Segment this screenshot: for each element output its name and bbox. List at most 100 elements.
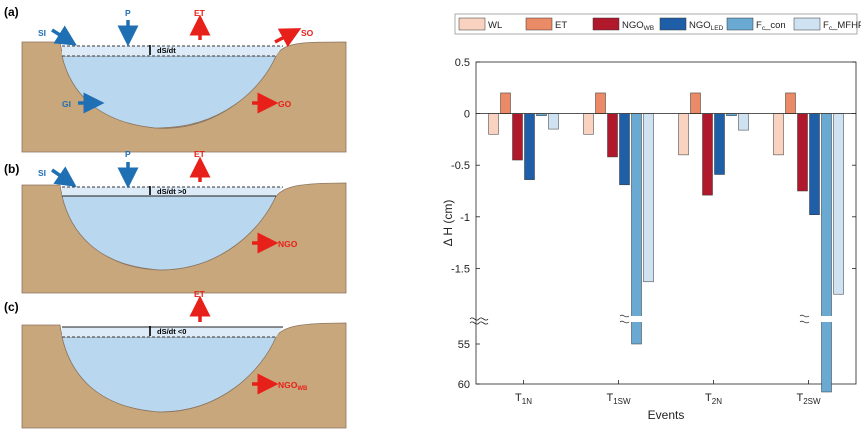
x-tick-label: T2N [705, 392, 722, 406]
bar [690, 92, 701, 114]
legend-swatch [458, 17, 486, 31]
bar [512, 113, 523, 161]
y-tick-label: 0 [464, 109, 470, 121]
y-tick-label: -1.5 [451, 263, 470, 275]
bar [619, 113, 630, 186]
panel-a-label: (a) [4, 5, 19, 19]
legend-swatch [793, 17, 821, 31]
x-axis: T1N T1SW T2N T2SW [515, 380, 821, 406]
bar [631, 113, 642, 345]
bar [797, 113, 808, 192]
legend-label-sub: LED [711, 25, 724, 32]
bar [785, 92, 796, 114]
x-axis-label: Events [648, 408, 685, 422]
wetland-diagrams: (a) dS/dt SI P ET SO GI GO (b) [4, 5, 347, 429]
panel-b-water [61, 195, 277, 271]
bar [714, 113, 725, 175]
bar [833, 113, 844, 295]
bar [595, 92, 606, 114]
bar [678, 113, 689, 156]
flux-label-et: ET [194, 8, 206, 18]
legend-label-sub: WB [644, 25, 654, 32]
flux-label-ngo-wb-main: NGO [278, 380, 298, 390]
legend-label-main: NGO [689, 20, 711, 31]
flux-label-ngo-wb-c: NGOWB [278, 380, 308, 392]
legend-label: WL [488, 20, 502, 31]
x-tick-label-main: T [705, 392, 712, 404]
flux-label-si-b: SI [38, 168, 46, 178]
legend-label-sub: c [762, 25, 766, 32]
panel-a-storage-label: dS/dt [157, 46, 176, 55]
panel-c: (c) dS/dt <0 ET NGOWB [4, 289, 347, 429]
plot-area [475, 61, 857, 385]
si-arrow-icon [51, 25, 77, 46]
legend-swatch [525, 17, 553, 31]
panel-b-storage-label: dS/dt >0 [157, 187, 186, 196]
legend-swatch [659, 17, 687, 31]
bar [500, 92, 511, 114]
panel-b-label: (b) [4, 162, 19, 176]
x-tick-label-main: T [606, 392, 613, 404]
bar [738, 113, 749, 131]
bars-group [477, 92, 855, 393]
panel-c-top-water [62, 327, 283, 337]
legend-swatch [592, 17, 620, 31]
legend-label: NGOWB [622, 20, 654, 32]
legend-label-main: NGO [622, 20, 644, 31]
x-tick-label-sub: 2SW [803, 397, 821, 406]
legend-label: NGOLED [689, 20, 724, 32]
bar [702, 113, 713, 196]
legend-label-suffix: _con [764, 20, 786, 31]
bar-break-marks [619, 314, 810, 324]
x-tick-label: T2SW [796, 392, 821, 406]
legend-label-main: WL [488, 20, 502, 31]
flux-label-go: GO [278, 99, 292, 109]
flux-label-et-c: ET [194, 289, 206, 299]
x-tick-label: T1SW [606, 392, 631, 406]
legend-label-main: ET [555, 20, 567, 31]
bar [607, 113, 618, 158]
si-arrow-icon-b [51, 166, 77, 187]
y-tick-label: -1 [460, 212, 470, 224]
legend-label-main: F [823, 20, 829, 31]
axis-break-left-2 [469, 321, 489, 325]
legend-label: Fc_MFHP [823, 20, 861, 32]
bar [488, 113, 499, 135]
flux-label-et-b: ET [194, 149, 206, 159]
legend-label-sub: c [829, 25, 833, 32]
x-tick-label-sub: 1SW [613, 397, 631, 406]
bar [524, 113, 535, 180]
bar [583, 113, 594, 135]
flux-label-p: P [125, 8, 131, 18]
x-tick-label-main: T [515, 392, 522, 404]
legend-label: ET [555, 20, 567, 31]
legend-label: Fc_con [756, 20, 786, 32]
bar [809, 113, 820, 215]
flux-label-si: SI [38, 28, 46, 38]
flux-label-gi: GI [62, 99, 71, 109]
y-tick-label: 0.5 [455, 57, 470, 69]
bar [548, 113, 559, 130]
y-axis: 0.5 0 -0.5 -1 -1.5 55 60 [451, 57, 856, 391]
bar [643, 113, 654, 283]
legend-label-suffix: _MFHP [831, 20, 861, 31]
so-arrow-icon [274, 28, 302, 48]
panel-a-water [61, 55, 277, 129]
axis-break-left [469, 317, 489, 321]
panel-c-water [61, 336, 277, 413]
flux-label-p-b: P [125, 149, 131, 159]
axis-break-gap [477, 316, 855, 322]
x-tick-label: T1N [515, 392, 532, 406]
legend-swatch [726, 17, 754, 31]
flux-label-ngo-b: NGO [278, 239, 298, 249]
y-tick-label: 60 [458, 379, 470, 391]
panel-c-storage-label: dS/dt <0 [157, 327, 186, 336]
flux-label-so: SO [301, 28, 314, 38]
panel-c-label: (c) [4, 300, 19, 314]
panel-a: (a) dS/dt SI P ET SO GI GO [4, 5, 347, 153]
x-tick-label-main: T [796, 392, 803, 404]
bar [773, 113, 784, 156]
